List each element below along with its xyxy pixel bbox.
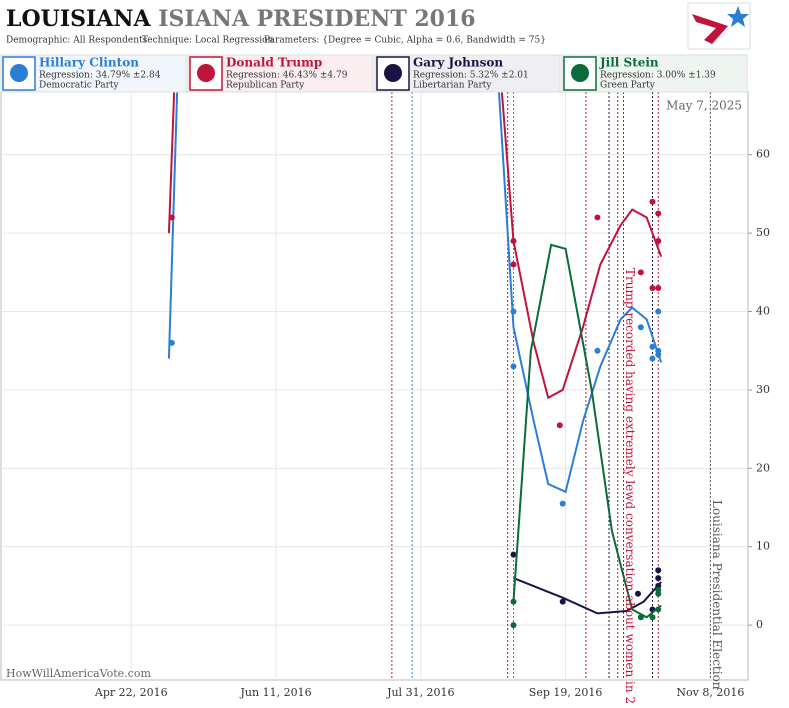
x-tick-label: Apr 22, 2016	[94, 686, 168, 699]
poll-point	[510, 622, 517, 629]
poll-point	[655, 575, 662, 582]
y-tick-label: 0	[756, 618, 763, 631]
title-rest: ISIANA PRESIDENT 2016	[158, 6, 475, 32]
poll-point	[649, 355, 656, 362]
legend-icon-mark	[10, 64, 28, 82]
logo	[687, 2, 751, 50]
legend-name: Gary Johnson	[413, 56, 503, 70]
y-tick-label: 50	[756, 226, 770, 239]
event-label: Louisiana Presidential Election	[710, 500, 724, 690]
poll-point	[649, 285, 656, 291]
legend-regression: Regression: 46.43% ±4.79	[226, 71, 348, 81]
trend-line	[167, 92, 663, 400]
legend-name: Donald Trump	[226, 56, 322, 70]
technique: Technique: Local Regression	[142, 36, 273, 46]
x-tick-label: Sep 19, 2016	[529, 686, 603, 699]
chart-title: LOUISIANA ISIANA PRESIDENT 2016	[6, 6, 476, 32]
y-tick-label: 60	[756, 148, 770, 161]
poll-point	[510, 598, 517, 605]
demographic: Demographic: All Respondents	[6, 36, 148, 46]
poll-point	[510, 261, 517, 268]
poll-point	[559, 598, 566, 605]
date-stamp: May 7, 2025	[666, 99, 742, 113]
legend-party: Republican Party	[226, 81, 305, 91]
poll-point	[637, 614, 644, 621]
legend-regression: Regression: 3.00% ±1.39	[600, 71, 716, 81]
poll-point	[634, 590, 641, 597]
poll-point	[649, 198, 656, 205]
y-tick-label: 20	[756, 461, 770, 474]
y-tick-label: 10	[756, 540, 770, 553]
trend-line	[513, 577, 662, 615]
poll-point	[559, 500, 566, 507]
poll-point	[655, 347, 662, 354]
x-tick-label: Jul 31, 2016	[386, 686, 455, 699]
x-tick-label: Nov 8, 2016	[676, 686, 744, 699]
title-main: LOUISIANA	[6, 6, 151, 32]
legend-regression: Regression: 5.32% ±2.01	[413, 71, 529, 81]
poll-point	[594, 214, 601, 221]
legend-icon-mark	[571, 64, 589, 82]
poll-point	[655, 285, 662, 291]
poll-point	[649, 343, 656, 350]
poll-point	[655, 567, 662, 574]
legend-party: Democratic Party	[39, 81, 120, 91]
legend-party: Green Party	[600, 81, 656, 91]
poll-point	[510, 363, 517, 370]
poll-point	[655, 606, 662, 613]
y-tick-label: 40	[756, 305, 770, 318]
poll-point	[637, 324, 644, 331]
legend-name: Jill Stein	[599, 56, 659, 70]
poll-point	[168, 339, 175, 346]
legend-icon-mark	[197, 64, 215, 82]
poll-point	[556, 422, 563, 429]
poll-point	[168, 214, 175, 221]
legend-party: Libertarian Party	[413, 81, 492, 91]
poll-point	[655, 586, 662, 593]
y-tick-label: 30	[756, 383, 770, 396]
poll-point	[637, 269, 644, 276]
legend-regression: Regression: 34.79% ±2.84	[39, 71, 161, 81]
parameters: Parameters: {Degree = Cubic, Alpha = 0.6…	[264, 36, 546, 46]
poll-point	[655, 237, 662, 244]
poll-point	[510, 237, 517, 244]
poll-point	[649, 614, 656, 621]
poll-point	[510, 308, 517, 315]
poll-point	[594, 347, 601, 354]
trend-line	[167, 92, 663, 494]
x-tick-label: Jun 11, 2016	[240, 686, 312, 699]
watermark: HowWillAmericaVote.com	[6, 667, 151, 680]
poll-point	[510, 551, 517, 558]
legend-name: Hillary Clinton	[39, 56, 139, 70]
poll-point	[655, 210, 662, 217]
event-label: Trump recorded having extremely lewd con…	[623, 268, 637, 704]
poll-point	[655, 308, 662, 315]
legend-icon-mark	[384, 64, 402, 82]
